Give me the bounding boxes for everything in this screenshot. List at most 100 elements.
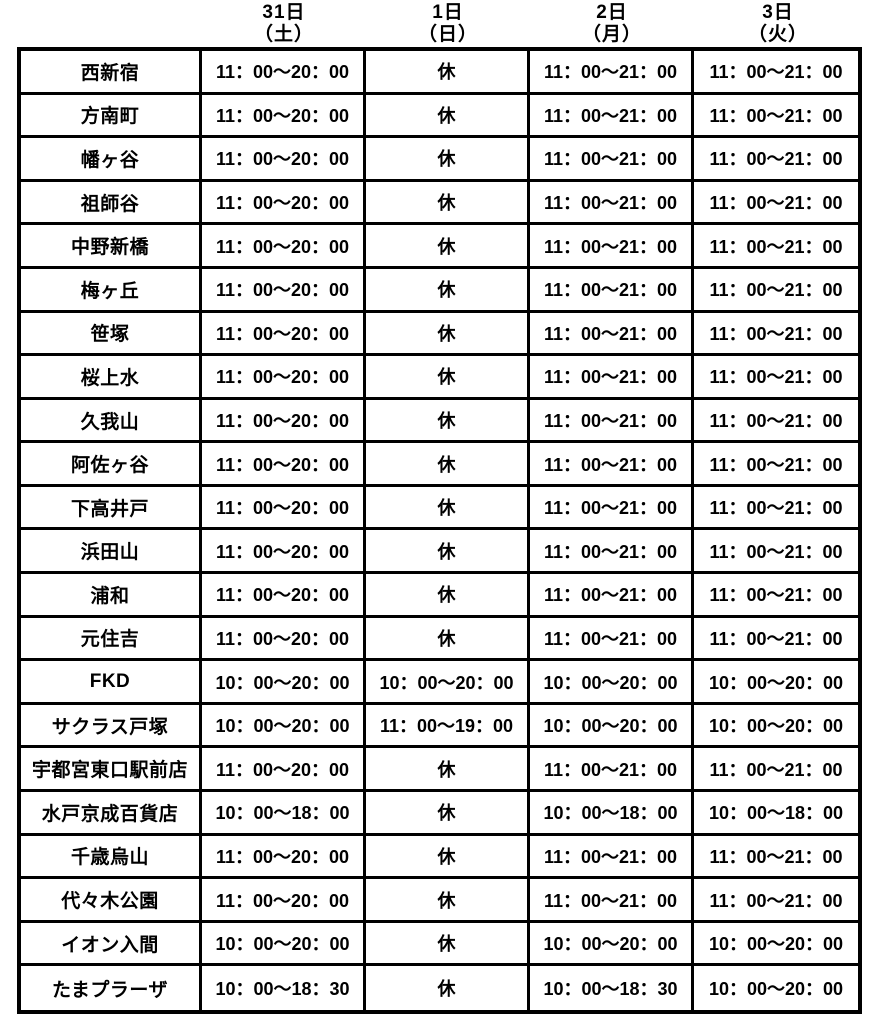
store-name-cell: 方南町 <box>21 94 202 136</box>
hours-cell: 11：00～21：00 <box>530 530 694 572</box>
hours-cell: 11：00～21：00 <box>530 51 694 92</box>
hours-cell: 11：00～20：00 <box>202 835 366 877</box>
table-row: 浦和 11：00～20：00 休 11：00～21：00 11：00～21：00 <box>21 574 858 618</box>
store-name-cell: サクラス戸塚 <box>21 704 202 746</box>
hours-cell: 11：00～21：00 <box>709 280 843 301</box>
hours-cell: 11：00～20：00 <box>202 268 366 310</box>
hours-cell: 11：00～21：00 <box>709 890 843 911</box>
hours-cell: 11：00～20：00 <box>202 574 366 615</box>
hours-cell: 11：00～21：00 <box>530 748 694 790</box>
header-weekday: （火） <box>747 23 808 45</box>
hours-cell: 休 <box>366 399 530 441</box>
store-name-cell: イオン入間 <box>21 922 202 964</box>
hours-cell: 11：00～20：00 <box>202 138 366 179</box>
hours-cell: 11：00～21：00 <box>709 846 843 867</box>
hours-cell: 休 <box>366 835 530 877</box>
store-name-cell: 西新宿 <box>21 51 202 92</box>
hours-cell: 10：00～20：00 <box>708 716 844 737</box>
hours-cell: 11：00～21：00 <box>530 268 694 310</box>
hours-cell: 11：00～21：00 <box>709 411 843 432</box>
hours-cell: 11：00～21：00 <box>530 138 694 179</box>
store-name-cell: 阿佐ヶ谷 <box>21 443 202 484</box>
hours-cell: 11：00～21：00 <box>530 443 694 484</box>
hours-cell: 10：00～20：00 <box>530 661 694 702</box>
hours-cell: 11：00～21：00 <box>530 399 694 441</box>
hours-cell: 10：00～20：00 <box>202 704 366 746</box>
hours-cell: 10：00～18：00 <box>708 803 844 824</box>
hours-cell: 11：00～21：00 <box>530 574 694 615</box>
hours-cell: 10：00～20：00 <box>366 661 530 702</box>
hours-cell: 11：00～21：00 <box>709 149 843 170</box>
hours-cell: 10：00～20：00 <box>708 934 844 955</box>
hours-cell: 休 <box>366 138 530 179</box>
header-weekday: （日） <box>417 23 478 45</box>
store-name-cell: 中野新橋 <box>21 225 202 266</box>
store-name-cell: 元住吉 <box>21 617 202 659</box>
hours-cell: 11：00～20：00 <box>202 617 366 659</box>
hours-cell: 11：00～20：00 <box>202 51 366 92</box>
hours-cell: 11：00～20：00 <box>202 486 366 528</box>
table-row: サクラス戸塚 10：00～20：00 11：00～19：00 10：00～20：00 1… <box>21 704 858 749</box>
header-date: 31日 <box>262 2 306 23</box>
hours-cell: 休 <box>366 879 530 920</box>
store-name-cell: 水戸京成百貨店 <box>21 792 202 833</box>
store-name-cell: 浜田山 <box>21 530 202 572</box>
hours-cell: 11：00～21：00 <box>530 356 694 397</box>
hours-cell: 休 <box>366 268 530 310</box>
hours-cell: 10：00～20：00 <box>530 704 694 746</box>
hours-cell: 休 <box>366 574 530 615</box>
hours-cell: 11：00～20：00 <box>202 748 366 790</box>
hours-cell: 11：00～21：00 <box>709 323 843 344</box>
hours-cell: 11：00～21：00 <box>709 759 843 780</box>
store-name-cell: たまプラーザ <box>21 966 202 1010</box>
hours-cell: 11：00～21：00 <box>709 454 843 475</box>
table-row: 千歳烏山 11：00～20：00 休 11：00～21：00 11：00～21：00 <box>21 835 858 880</box>
hours-cell: 11：00～21：00 <box>530 486 694 528</box>
hours-cell: 11：00～21：00 <box>530 617 694 659</box>
hours-cell: 11：00～21：00 <box>709 62 843 83</box>
hours-cell: 11：00～21：00 <box>530 835 694 877</box>
header-col-sun: 1日 （日） <box>366 2 530 47</box>
hours-cell: 休 <box>366 51 530 92</box>
table-row: 梅ヶ丘 11：00～20：00 休 11：00～21：00 11：00～21：00 <box>21 268 858 313</box>
header-col-mon: 2日 （月） <box>530 2 694 47</box>
hours-cell: 休 <box>366 748 530 790</box>
hours-cell: 10：00～18：30 <box>530 966 694 1010</box>
table-row: 中野新橋 11：00～20：00 休 11：00～21：00 11：00～21：00 <box>21 225 858 269</box>
hours-cell: 休 <box>366 792 530 833</box>
hours-cell: 休 <box>366 486 530 528</box>
table-row: 桜上水 11：00～20：00 休 11：00～21：00 11：00～21：00 <box>21 356 858 400</box>
hours-cell: 10：00～20：00 <box>202 922 366 964</box>
hours-cell: 11：00～21：00 <box>530 181 694 223</box>
hours-cell: 10：00～20：00 <box>202 661 366 702</box>
header-date: 1日 <box>432 2 464 23</box>
store-name-cell: 久我山 <box>21 399 202 441</box>
table-row: 久我山 11：00～20：00 休 11：00～21：00 11：00～21：00 <box>21 399 858 444</box>
table-row: イオン入間 10：00～20：00 休 10：00～20：00 10：00～20：00 <box>21 922 858 967</box>
store-name-cell: 祖師谷 <box>21 181 202 223</box>
table-row: 元住吉 11：00～20：00 休 11：00～21：00 11：00～21：00 <box>21 617 858 662</box>
header-col-sat: 31日 （土） <box>202 2 366 47</box>
header-weekday: （月） <box>581 23 642 45</box>
hours-cell: 休 <box>366 966 530 1010</box>
store-name-cell: FKD <box>21 661 202 702</box>
store-name-cell: 宇都宮東口駅前店 <box>21 748 202 790</box>
header-corner-cell <box>17 2 202 47</box>
hours-cell: 11：00～21：00 <box>530 312 694 354</box>
hours-cell: 10：00～18：00 <box>530 792 694 833</box>
hours-cell: 11：00～20：00 <box>202 399 366 441</box>
hours-cell: 11：00～21：00 <box>709 193 843 214</box>
hours-cell: 休 <box>366 922 530 964</box>
table-row: 笹塚 11：00～20：00 休 11：00～21：00 11：00～21：00 <box>21 312 858 357</box>
hours-cell: 11：00～21：00 <box>530 94 694 136</box>
hours-cell: 休 <box>366 530 530 572</box>
hours-cell: 休 <box>366 617 530 659</box>
store-name-cell: 桜上水 <box>21 356 202 397</box>
header-weekday: （土） <box>253 23 314 45</box>
table-row: 祖師谷 11：00～20：00 休 11：00～21：00 11：00～21：00 <box>21 181 858 226</box>
header-date: 2日 <box>596 2 628 23</box>
hours-cell: 10：00～20：00 <box>708 672 844 693</box>
hours-cell: 11：00～21：00 <box>709 236 843 257</box>
store-name-cell: 千歳烏山 <box>21 835 202 877</box>
table-row: 阿佐ヶ谷 11：00～20：00 休 11：00～21：00 11：00～21：00 <box>21 443 858 487</box>
